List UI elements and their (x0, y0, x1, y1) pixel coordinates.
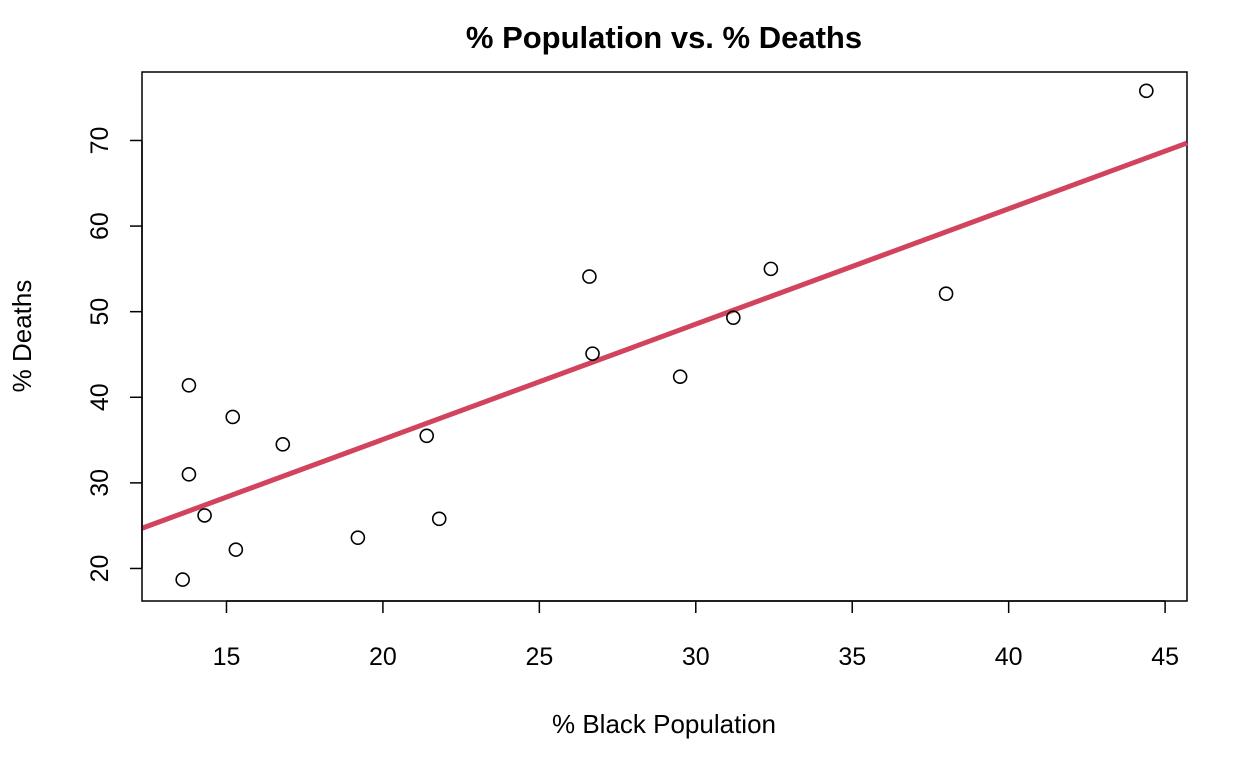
data-point (181, 377, 197, 393)
y-axis: 20 30 40 50 60 70 (86, 127, 143, 583)
x-tick-label: 30 (682, 643, 710, 671)
data-points-layer (175, 83, 1154, 587)
y-tick-label: 30 (86, 469, 114, 497)
data-point (228, 542, 244, 557)
data-point (672, 369, 688, 385)
y-tick-label: 60 (86, 212, 114, 240)
data-point (1139, 83, 1154, 99)
regression-line (141, 140, 1188, 531)
chart-title: % Population vs. % Deaths (466, 20, 862, 55)
x-tick-label: 25 (525, 643, 553, 671)
y-tick-label: 20 (86, 555, 114, 583)
x-tick-label: 35 (838, 643, 866, 671)
data-point (763, 261, 779, 277)
y-tick-label: 40 (86, 383, 114, 411)
data-point (225, 409, 241, 425)
data-point (726, 310, 741, 325)
x-tick-label: 20 (369, 643, 397, 671)
data-point (431, 511, 447, 527)
data-point (275, 437, 291, 452)
y-tick-label: 50 (86, 298, 114, 326)
data-point (181, 467, 197, 482)
data-point (175, 572, 190, 587)
x-tick-label: 40 (995, 643, 1023, 671)
y-tick-label: 70 (86, 127, 114, 155)
data-point (585, 346, 600, 361)
data-point (350, 530, 366, 545)
y-axis-label: % Deaths (7, 280, 37, 393)
x-tick-label: 45 (1151, 643, 1179, 671)
data-point (197, 508, 212, 523)
data-point (938, 286, 954, 302)
x-tick-label: 15 (213, 643, 241, 671)
x-axis: 15 20 25 30 35 40 45 (213, 600, 1179, 671)
x-axis-label: % Black Population (552, 709, 776, 739)
data-point (582, 269, 597, 284)
regression-line-layer (141, 140, 1188, 531)
data-point (419, 428, 435, 444)
